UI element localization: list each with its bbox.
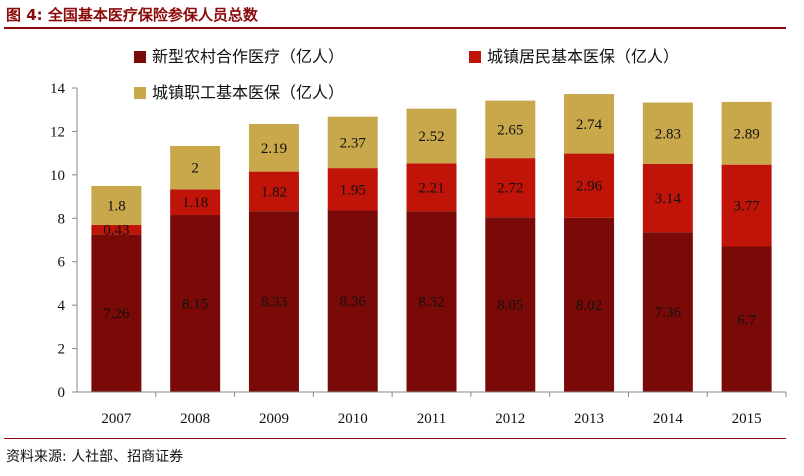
x-tick-label: 2015 xyxy=(732,411,762,427)
data-label: 8.15 xyxy=(182,297,208,313)
data-label: 3.14 xyxy=(655,191,682,207)
bar-segment xyxy=(327,116,378,169)
bar-segment xyxy=(406,108,457,164)
y-tick-label: 4 xyxy=(58,298,66,314)
y-tick-label: 2 xyxy=(58,342,66,358)
bar-segment xyxy=(564,153,615,218)
legend-swatch xyxy=(469,51,481,63)
bar-segment xyxy=(485,217,536,392)
legend-label: 新型农村合作医疗（亿人） xyxy=(152,47,344,66)
figure-title: 图 4: 全国基本医疗保险参保人员总数 xyxy=(6,6,258,24)
legend: 新型农村合作医疗（亿人） 城镇居民基本医保（亿人） 城镇职工基本医保（亿人） xyxy=(134,47,679,102)
source-note: 资料来源: 人社部、招商证券 xyxy=(6,449,184,465)
stacked-bar-chart: 新型农村合作医疗（亿人） 城镇居民基本医保（亿人） 城镇职工基本医保（亿人） 0 2 4… xyxy=(50,47,787,427)
legend-label: 城镇职工基本医保（亿人） xyxy=(152,83,344,102)
bar-segment xyxy=(485,100,536,159)
bar-segment xyxy=(406,163,457,212)
bar-segment xyxy=(327,168,378,211)
x-tick-label: 2008 xyxy=(180,411,210,427)
bar-segment xyxy=(327,210,378,392)
y-tick-label: 10 xyxy=(50,168,65,184)
x-axis: 2007 2008 2009 2010 2011 2012 2013 2014 2015 xyxy=(77,391,787,427)
data-label: 1.82 xyxy=(261,184,287,200)
data-label: 2.89 xyxy=(733,126,759,142)
bar-segment xyxy=(642,164,693,233)
data-label: 3.77 xyxy=(733,199,760,215)
data-label: 2.65 xyxy=(497,122,523,138)
legend-swatch xyxy=(134,51,146,63)
bar-segment xyxy=(406,211,457,392)
bar-segment xyxy=(642,232,693,392)
bar-segment xyxy=(170,215,221,392)
y-tick-label: 6 xyxy=(58,255,66,271)
bar-segment xyxy=(91,225,142,235)
data-label: 2.21 xyxy=(418,180,444,196)
bar-segment xyxy=(485,158,536,218)
bar-segment xyxy=(721,246,772,392)
data-label: 2.19 xyxy=(261,141,287,157)
data-label: 1.8 xyxy=(107,198,126,214)
bar-segment xyxy=(91,185,142,226)
legend-swatch xyxy=(134,87,146,99)
data-label: 1.18 xyxy=(182,195,208,211)
legend-label: 城镇居民基本医保（亿人） xyxy=(487,47,679,66)
x-tick-label: 2014 xyxy=(653,411,684,427)
data-label: 6.7 xyxy=(737,312,756,328)
data-label: 7.26 xyxy=(103,306,130,322)
bar-segment xyxy=(91,234,142,392)
data-label: 2.74 xyxy=(576,117,603,133)
x-tick-label: 2012 xyxy=(495,411,525,427)
data-label: 8.05 xyxy=(497,298,523,314)
data-label: 8.02 xyxy=(576,298,602,314)
bar-segment xyxy=(248,124,299,172)
x-tick-label: 2009 xyxy=(259,411,289,427)
bar-segment xyxy=(564,217,615,392)
data-label: 2 xyxy=(191,161,199,177)
y-tick-label: 12 xyxy=(50,124,65,140)
data-label: 0.43 xyxy=(103,223,129,239)
data-label: 8.32 xyxy=(418,295,444,311)
bar-segment xyxy=(721,101,772,165)
bar-segment xyxy=(248,171,299,212)
bars: 7.26 0.43 1.8 8.15 1.18 2 8.33 1.82 2.19 8.36 1.95… xyxy=(91,94,772,392)
title-rule xyxy=(4,27,786,29)
data-label: 2.37 xyxy=(340,135,367,151)
y-tick-label: 14 xyxy=(50,81,66,97)
data-label: 7.36 xyxy=(655,305,682,321)
data-label: 2.83 xyxy=(655,126,681,142)
bar-segment xyxy=(170,189,221,216)
data-label: 8.36 xyxy=(340,294,367,310)
bar-segment xyxy=(564,94,615,154)
data-label: 8.33 xyxy=(261,295,287,311)
y-axis: 0 2 4 6 8 10 12 14 xyxy=(50,81,78,401)
bar-segment xyxy=(721,164,772,247)
x-tick-label: 2011 xyxy=(417,411,446,427)
bar-segment xyxy=(642,102,693,164)
source-rule xyxy=(4,438,786,439)
x-tick-label: 2007 xyxy=(101,411,132,427)
bar-segment xyxy=(248,211,299,392)
bar-segment xyxy=(170,145,221,190)
data-label: 2.96 xyxy=(576,179,603,195)
x-tick-label: 2013 xyxy=(574,411,604,427)
data-label: 2.72 xyxy=(497,181,523,197)
y-tick-label: 8 xyxy=(58,211,66,227)
data-label: 2.52 xyxy=(418,129,444,145)
y-tick-label: 0 xyxy=(58,385,66,401)
data-label: 1.95 xyxy=(340,182,366,198)
x-tick-label: 2010 xyxy=(338,411,368,427)
